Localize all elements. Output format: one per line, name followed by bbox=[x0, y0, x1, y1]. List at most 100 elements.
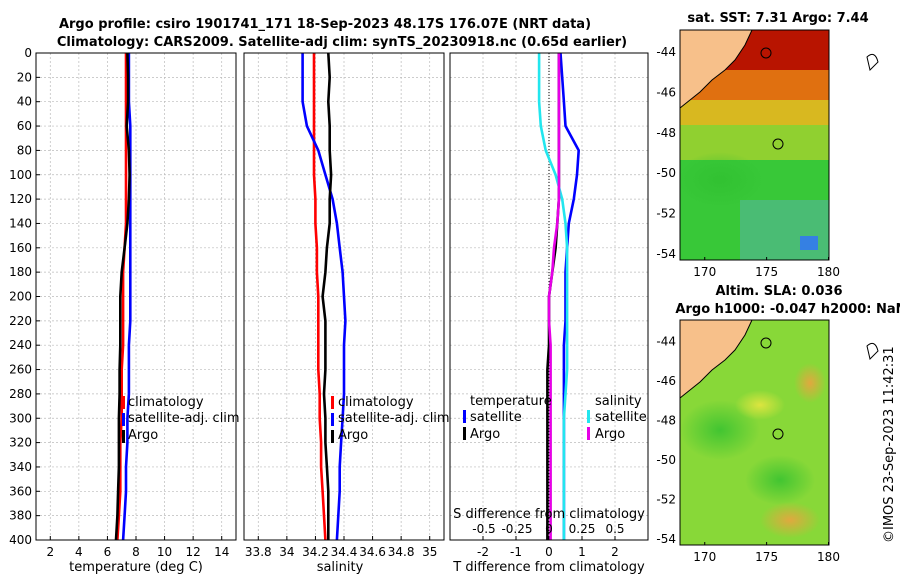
series-line-climatology bbox=[116, 53, 128, 541]
map-y-tick-label: -46 bbox=[656, 86, 676, 100]
x-tick-label: 34.2 bbox=[302, 545, 329, 559]
map-y-tick-label: -44 bbox=[656, 45, 676, 59]
salinity-panel: 33.8 34 34.2 34.4 34.6 34.8 35 bbox=[243, 52, 445, 559]
sst-argo-marker bbox=[772, 138, 784, 150]
sst-map-title: sat. SST: 7.31 Argo: 7.44 bbox=[687, 11, 868, 26]
legend-swatch-satellite bbox=[122, 413, 125, 426]
legend-swatch-s-satellite bbox=[587, 410, 590, 423]
temperature-xlabel: temperature (deg C) bbox=[69, 560, 203, 575]
sst-map-ticks: 170 175 180 -44 -46 -48 -50 -52 -54 bbox=[656, 45, 840, 279]
y-tick-label: 100 bbox=[9, 168, 32, 182]
y-tick-label: 200 bbox=[9, 290, 32, 304]
legend-label-argo: Argo bbox=[128, 428, 158, 443]
y-tick-label: 220 bbox=[9, 314, 32, 328]
x-tick-label: -2 bbox=[477, 545, 489, 559]
sst-green-patch bbox=[680, 152, 765, 208]
x-tick-label: 33.8 bbox=[245, 545, 272, 559]
y-tick-label: 260 bbox=[9, 363, 32, 377]
sla-map-title-line2: Argo h1000: -0.047 h2000: NaN bbox=[675, 302, 900, 317]
x-tick-label: 2 bbox=[46, 545, 54, 559]
difference-top-label: S difference from climatology bbox=[453, 507, 645, 522]
legend-label-satellite: satellite-adj. clim bbox=[338, 411, 450, 426]
legend-swatch-satellite bbox=[331, 413, 334, 426]
figure-title-line2: Climatology: CARS2009. Satellite-adj cli… bbox=[57, 35, 627, 50]
x-tick-label: 8 bbox=[132, 545, 140, 559]
figure-title-line1: Argo profile: csiro 1901741_171 18-Sep-2… bbox=[59, 17, 591, 32]
plot-frame bbox=[449, 52, 649, 541]
legend-label-argo: Argo bbox=[338, 428, 368, 443]
legend-swatch-t-satellite bbox=[463, 410, 466, 423]
series-line-argo bbox=[114, 52, 131, 541]
sst-land bbox=[680, 30, 753, 109]
sst-cool-patch bbox=[740, 200, 829, 260]
y-tick-label: 160 bbox=[9, 241, 32, 255]
salinity-legend: climatology satellite-adj. clim Argo bbox=[331, 395, 450, 443]
sst-blue-patch bbox=[800, 236, 818, 250]
x-tick-label: 14 bbox=[214, 545, 229, 559]
y-tick-label: 240 bbox=[9, 338, 32, 352]
sst-map bbox=[679, 29, 879, 261]
map-y-tick-label: -54 bbox=[656, 532, 676, 546]
temperature-panel: 2 4 6 8 10 12 14 bbox=[35, 52, 237, 559]
map-x-tick-label: 170 bbox=[693, 550, 716, 564]
sla-map-ticks: 170 175 180 -44 -46 -48 -50 -52 -54 bbox=[656, 335, 840, 564]
map-x-tick-label: 175 bbox=[755, 550, 778, 564]
map-x-tick-label: 175 bbox=[755, 265, 778, 279]
y-tick-label: 0 bbox=[24, 46, 32, 60]
legend-label-s-satellite: satellite bbox=[595, 410, 647, 425]
y-tick-label: 320 bbox=[9, 436, 32, 450]
y-tick-label: 140 bbox=[9, 216, 32, 230]
legend-title-salinity: salinity bbox=[595, 394, 642, 409]
salinity-xlabel: salinity bbox=[317, 560, 364, 575]
legend-swatch-t-argo bbox=[463, 427, 466, 440]
map-y-tick-label: -48 bbox=[656, 126, 676, 140]
sal-diff-tick-label: 0.25 bbox=[569, 522, 596, 536]
legend-swatch-argo bbox=[331, 430, 334, 443]
sla-land bbox=[680, 320, 753, 399]
series-line-s-argo bbox=[547, 53, 561, 540]
x-tick-label: 2 bbox=[611, 545, 619, 559]
map-y-tick-label: -44 bbox=[656, 335, 676, 349]
x-tick-label: 12 bbox=[186, 545, 201, 559]
sla-warm-patch-1 bbox=[794, 363, 826, 403]
y-tick-label: 340 bbox=[9, 460, 32, 474]
sla-map bbox=[679, 319, 879, 546]
x-tick-label: 10 bbox=[157, 545, 172, 559]
series-line-satellite-adj-clim bbox=[301, 53, 347, 541]
depth-axis: 0 20 40 60 80 100 120 140 160 180 200 220 240 260 280 3… bbox=[9, 46, 40, 547]
x-tick-label: 4 bbox=[75, 545, 83, 559]
series-line-argo bbox=[321, 52, 333, 540]
sst-coast-east bbox=[866, 53, 879, 71]
map-y-tick-label: -46 bbox=[656, 374, 676, 388]
x-tick-label: 1 bbox=[578, 545, 586, 559]
legend-label-climatology: climatology bbox=[128, 395, 204, 410]
x-tick-label: 6 bbox=[104, 545, 112, 559]
sal-diff-tick-label: 0.5 bbox=[605, 522, 624, 536]
x-tick-label: 34.8 bbox=[388, 545, 415, 559]
sla-coast-east bbox=[866, 342, 879, 360]
salinity-difference-ticks: -0.5 -0.25 0 0.25 0.5 bbox=[472, 522, 624, 536]
imos-stamp: ©IMOS 23-Sep-2023 11:42:31 bbox=[882, 346, 897, 543]
y-tick-label: 120 bbox=[9, 192, 32, 206]
sla-argo-marker bbox=[772, 428, 784, 440]
y-tick-label: 300 bbox=[9, 411, 32, 425]
series-line-climatology bbox=[312, 53, 327, 541]
map-y-tick-label: -48 bbox=[656, 414, 676, 428]
map-y-tick-label: -50 bbox=[656, 453, 676, 467]
sla-green-patch-1 bbox=[680, 400, 760, 460]
sst-island-circle bbox=[760, 47, 772, 59]
difference-panel: -2 -1 0 1 2 bbox=[449, 52, 649, 559]
legend-swatch-argo bbox=[122, 430, 125, 443]
map-y-tick-label: -52 bbox=[656, 493, 676, 507]
sla-green-patch-2 bbox=[745, 455, 815, 505]
map-y-tick-label: -50 bbox=[656, 166, 676, 180]
series-line-satellite-adj-clim bbox=[121, 53, 132, 541]
sst-map-frame bbox=[679, 29, 830, 261]
x-tick-label: 34 bbox=[279, 545, 294, 559]
legend-swatch-s-argo bbox=[587, 427, 590, 440]
sla-warm-patch-2 bbox=[760, 502, 820, 538]
legend-label-climatology: climatology bbox=[338, 395, 414, 410]
sal-diff-tick-label: 0 bbox=[545, 522, 553, 536]
x-tick-label: 35 bbox=[422, 545, 437, 559]
